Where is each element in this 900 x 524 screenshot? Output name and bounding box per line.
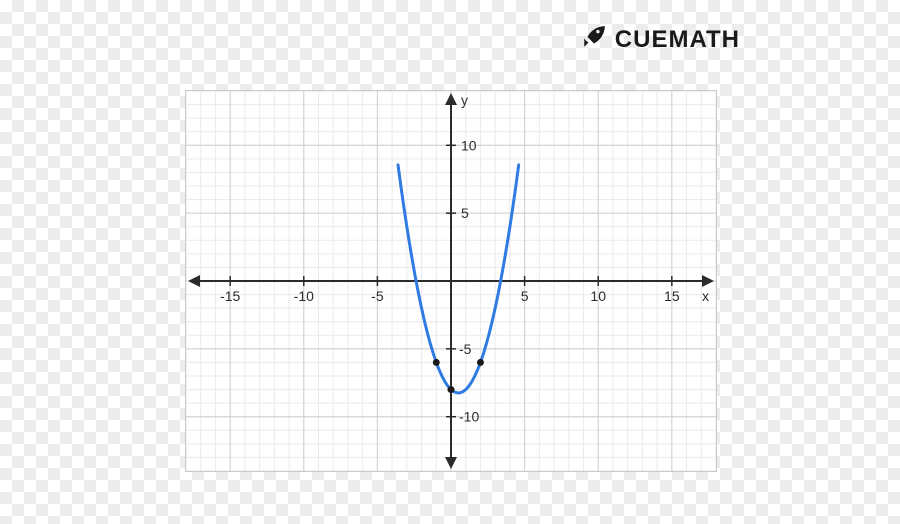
chart-svg: -15 -10 -5 5 10 15 5 10 -5 -10 x y: [186, 91, 716, 471]
svg-text:-10: -10: [294, 288, 314, 304]
svg-text:10: 10: [461, 137, 477, 153]
rocket-icon: [581, 24, 607, 55]
svg-text:-5: -5: [459, 341, 472, 357]
svg-text:y: y: [461, 92, 468, 108]
svg-text:10: 10: [590, 288, 606, 304]
svg-text:15: 15: [664, 288, 680, 304]
brand: CUEMATH: [581, 24, 740, 55]
svg-text:-10: -10: [459, 409, 479, 425]
svg-text:x: x: [702, 288, 709, 304]
svg-text:-15: -15: [220, 288, 240, 304]
svg-text:5: 5: [521, 288, 529, 304]
parabola-chart: -15 -10 -5 5 10 15 5 10 -5 -10 x y: [185, 90, 717, 472]
brand-label: CUEMATH: [615, 26, 740, 54]
svg-text:-5: -5: [371, 288, 384, 304]
svg-text:5: 5: [461, 205, 469, 221]
